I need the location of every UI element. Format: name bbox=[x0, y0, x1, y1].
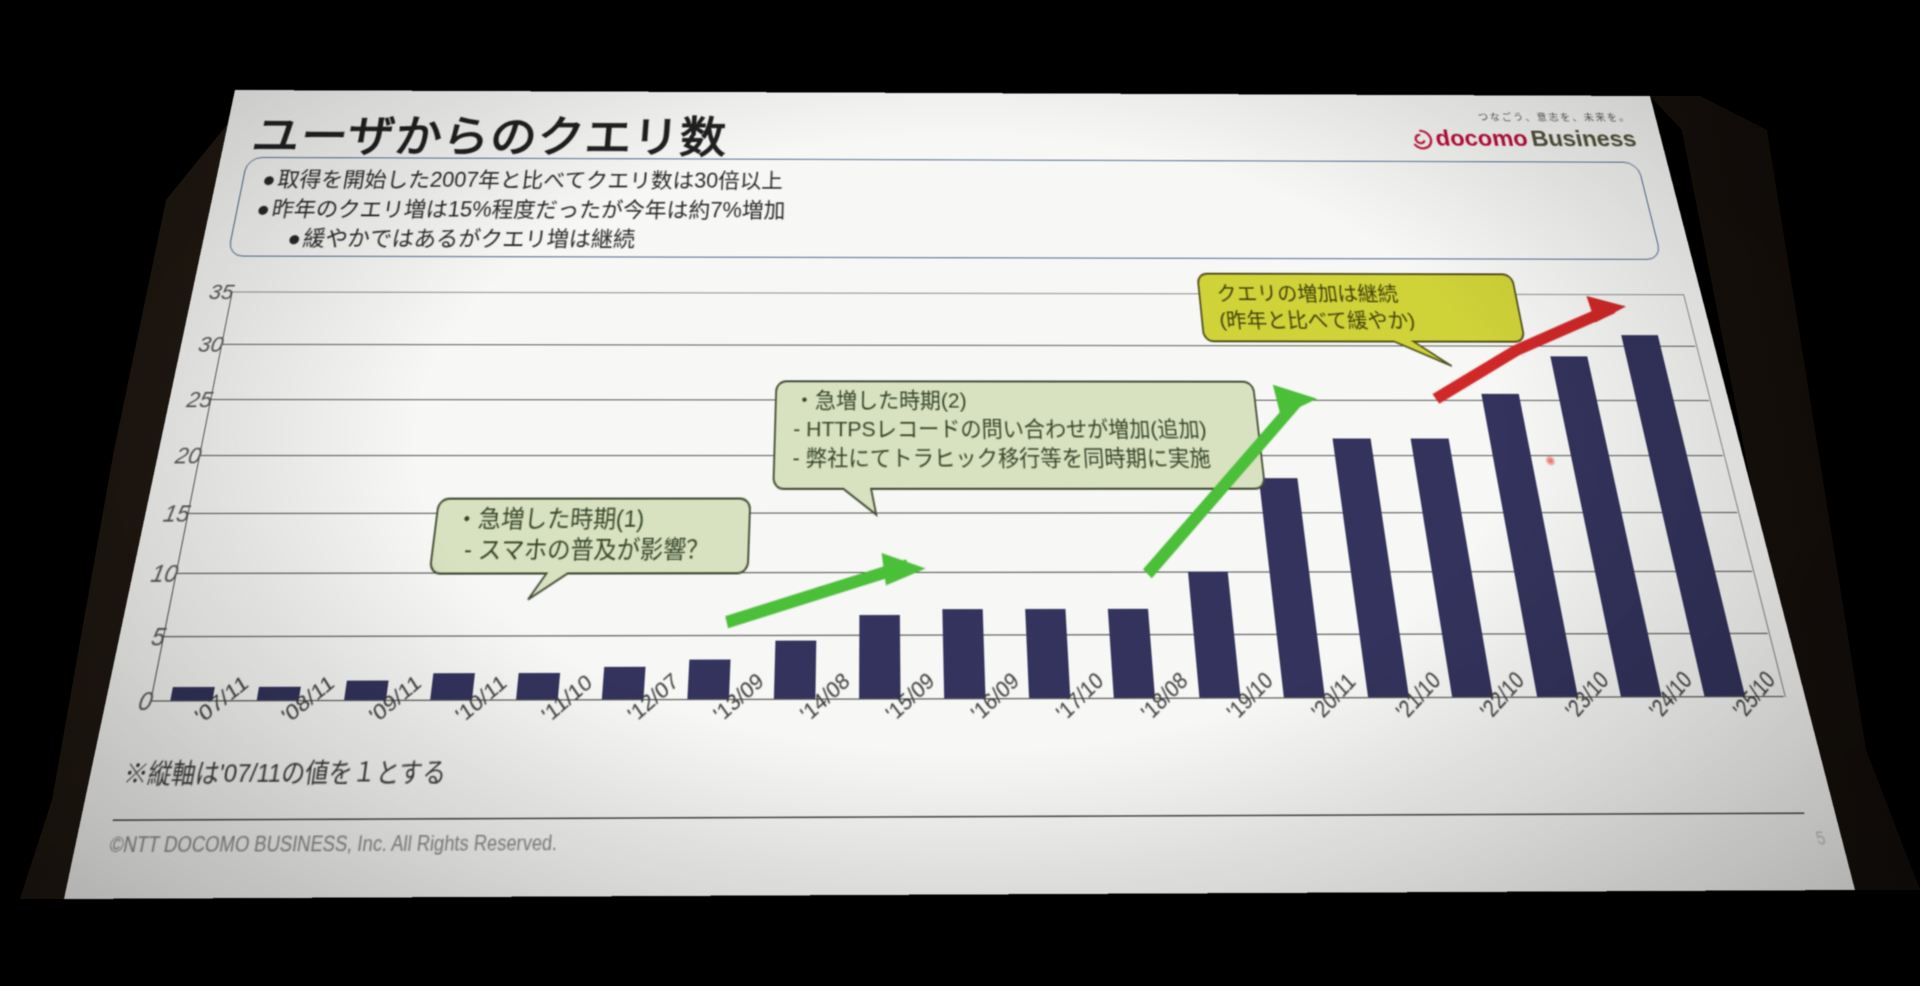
svg-text:・急増した時期(2): ・急増した時期(2) bbox=[794, 388, 967, 412]
svg-text:クエリの増加は継続: クエリの増加は継続 bbox=[1215, 282, 1400, 305]
svg-text:- スマホの普及が影響？: - スマホの普及が影響？ bbox=[463, 536, 710, 564]
svg-text:(昨年と比べて緩やか): (昨年と比べて緩やか) bbox=[1218, 308, 1416, 331]
svg-text:・急増した時期(1): ・急増した時期(1) bbox=[454, 506, 645, 533]
